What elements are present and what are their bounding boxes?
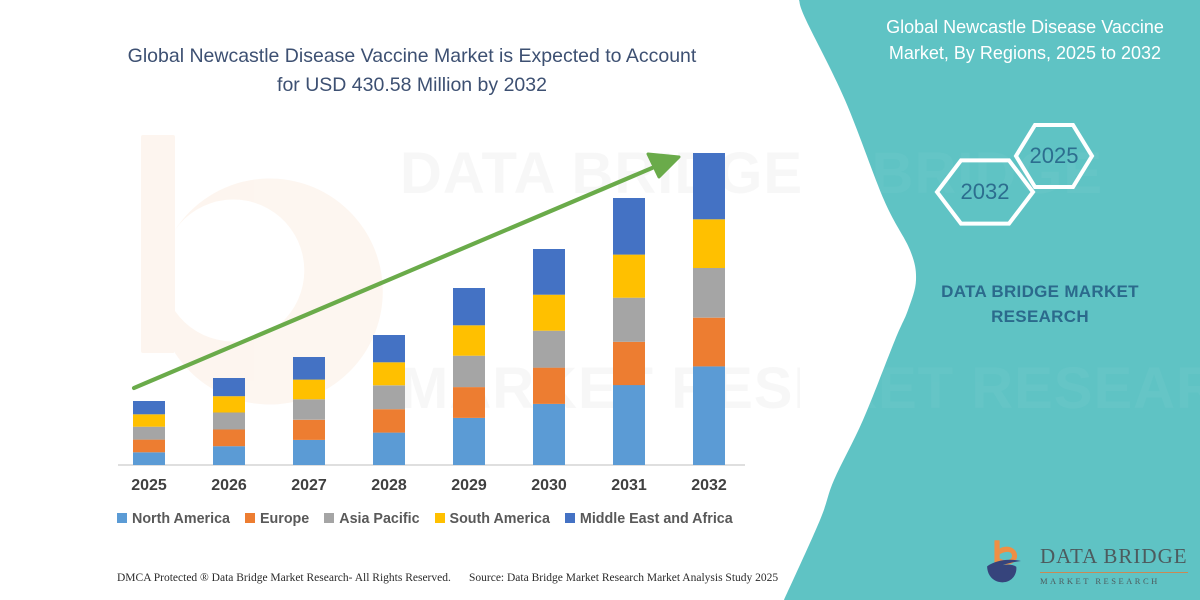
svg-text:2025: 2025	[131, 477, 167, 494]
svg-text:2032: 2032	[961, 179, 1010, 204]
svg-text:2026: 2026	[211, 477, 247, 494]
svg-text:2032: 2032	[691, 477, 727, 494]
svg-text:DATA BRIDGE: DATA BRIDGE	[400, 141, 800, 206]
svg-text:2030: 2030	[531, 477, 567, 494]
svg-text:2029: 2029	[451, 477, 487, 494]
svg-text:2028: 2028	[371, 477, 407, 494]
svg-text:2025: 2025	[1030, 143, 1079, 168]
svg-text:2027: 2027	[291, 477, 327, 494]
svg-text:2031: 2031	[611, 477, 647, 494]
